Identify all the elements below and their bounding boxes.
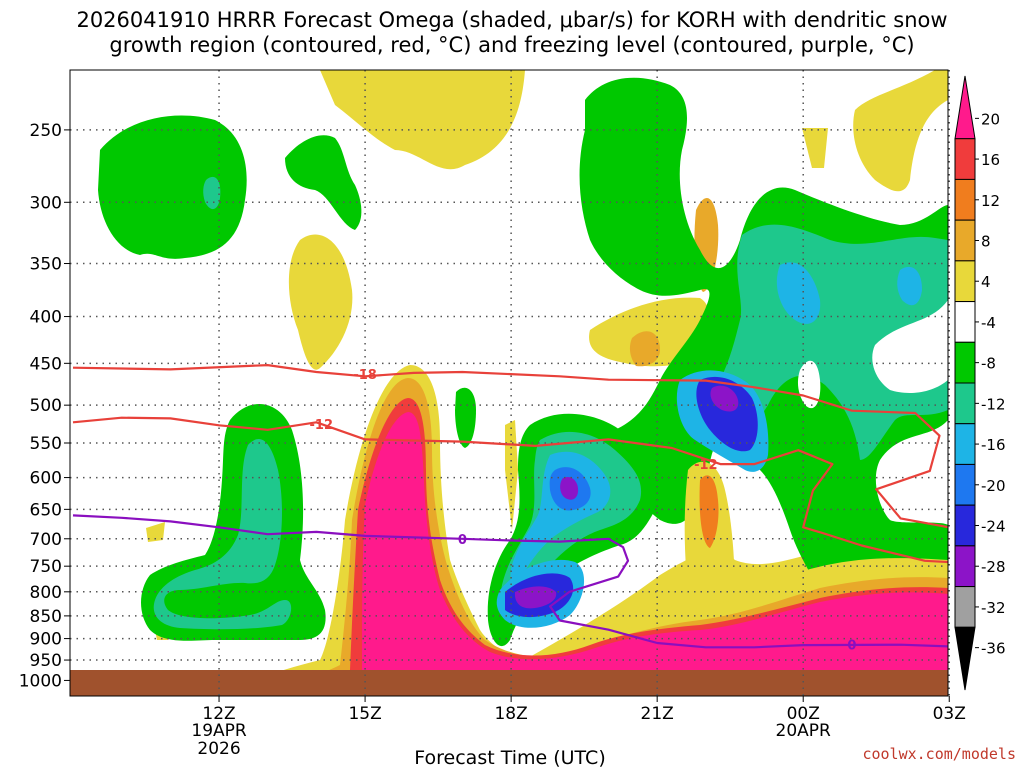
y-tick-label: 250 (30, 121, 62, 141)
y-tick-label: 400 (30, 308, 62, 328)
y-axis: 250 300 350 400 450 500 550 600 650 700 750 800 850 9… (19, 121, 70, 691)
y-tick-label: 750 (30, 557, 62, 577)
shade-yellow-350 (288, 234, 353, 370)
y-tick-label: 550 (30, 434, 62, 454)
y-tick-label: 800 (30, 583, 62, 603)
colorbar: 20 16 12 8 4 -4 -8 -12 -16 -20 -24 -28 -32 -36 (954, 75, 1006, 691)
contour-label: -18 (353, 368, 377, 383)
shade-purple-upper-core (710, 385, 739, 412)
isotherm-minus-12 (72, 416, 948, 564)
contour-label: 0 (847, 639, 856, 654)
isotherm-minus-18 (72, 364, 948, 529)
shade-orange-23z-tongue (699, 475, 719, 548)
shade-teal-left-mid (153, 439, 292, 630)
x-tick-label: 15Z (348, 704, 381, 724)
credit-text[interactable]: coolwx.com/models (862, 745, 1016, 763)
shade-blue-right-edge (897, 266, 922, 306)
colorbar-label: -4 (981, 314, 996, 332)
colorbar-label: -16 (981, 436, 1006, 454)
y-tick-label: 900 (30, 630, 62, 650)
shade-teal-upper-left (203, 176, 221, 210)
shade-yellow-top-right (853, 70, 948, 192)
colorbar-swatch (954, 260, 976, 303)
colorbar-label: -20 (981, 477, 1006, 495)
colorbar-swatch (954, 382, 976, 425)
x-tick-label: 21Z (641, 704, 674, 724)
x-tick-date: 19APR (191, 721, 247, 741)
shade-teal-upper-right (713, 224, 948, 460)
y-tick-label: 700 (30, 530, 62, 550)
colorbar-swatch (954, 626, 976, 691)
colorbar-swatch (954, 301, 976, 343)
y-tick-label: 1000 (19, 671, 62, 691)
colorbar-label: 12 (981, 192, 1000, 210)
shade-yellow-small-right (802, 128, 828, 168)
y-tick-label: 600 (30, 469, 62, 489)
colorbar-swatch (954, 219, 976, 262)
shade-green-15z (285, 135, 362, 230)
shade-yellow-left-small (146, 522, 165, 542)
y-tick-label: 450 (30, 354, 62, 374)
x-tick-label: 03Z (933, 704, 966, 724)
colorbar-swatch (954, 178, 976, 221)
colorbar-label: -24 (981, 518, 1006, 536)
colorbar-swatch (954, 504, 976, 547)
colorbar-swatch (954, 463, 976, 506)
omega-shading (70, 70, 948, 696)
colorbar-label: -8 (981, 355, 996, 373)
x-tick-date: 20APR (776, 721, 832, 741)
shade-blue-upper-right (776, 262, 821, 324)
y-tick-label: 950 (30, 651, 62, 671)
y-tick-label: 850 (30, 607, 62, 627)
colorbar-swatch (954, 545, 976, 588)
y-tick-label: 650 (30, 500, 62, 520)
contour-lines: -18 -12 -12 0 0 (72, 364, 948, 654)
y-tick-label: 300 (30, 193, 62, 213)
shade-green-upper-left (98, 115, 247, 259)
x-tick-label: 00Z (787, 704, 820, 724)
shade-purple-central (560, 476, 579, 500)
colorbar-label: 8 (981, 233, 991, 251)
surface-ground (70, 670, 948, 696)
shade-orange-450 (629, 331, 660, 367)
colorbar-label: 4 (981, 273, 991, 291)
shade-green-18z (455, 387, 476, 448)
colorbar-label: 16 (981, 151, 1000, 169)
shade-yellow-top-center (320, 70, 525, 170)
chart-title-line-1: 2026041910 HRRR Forecast Omega (shaded, … (76, 8, 947, 32)
colorbar-swatch (954, 138, 976, 180)
gridlines (70, 70, 950, 696)
shade-yellow-near-19 (505, 420, 518, 530)
freezing-level (72, 514, 948, 649)
contour-label: 0 (458, 533, 467, 548)
x-tick-label: 18Z (494, 704, 527, 724)
colorbar-label: -32 (981, 599, 1006, 617)
x-tick-year: 2026 (197, 739, 240, 759)
colorbar-swatch (954, 75, 976, 140)
plot-frame (69, 69, 949, 697)
colorbar-swatch (954, 341, 976, 384)
x-tick-label: 12Z (202, 704, 235, 724)
colorbar-swatch (954, 423, 976, 465)
colorbar-label: -12 (981, 395, 1006, 413)
colorbar-swatch (954, 586, 976, 628)
colorbar-label: -36 (981, 640, 1006, 658)
chart-title-line-2: growth region (contoured, red, °C) and f… (109, 33, 914, 57)
shade-pink-17z-column (340, 412, 948, 696)
shade-white-hole-2 (872, 300, 948, 393)
contour-label: -12 (310, 418, 334, 433)
x-axis-label: Forecast Time (UTC) (414, 747, 605, 768)
y-tick-label: 500 (30, 396, 62, 416)
y-tick-label: 350 (30, 255, 62, 275)
contour-label: -12 (694, 458, 718, 473)
colorbar-label: 20 (981, 110, 1000, 128)
colorbar-label: -28 (981, 558, 1006, 576)
